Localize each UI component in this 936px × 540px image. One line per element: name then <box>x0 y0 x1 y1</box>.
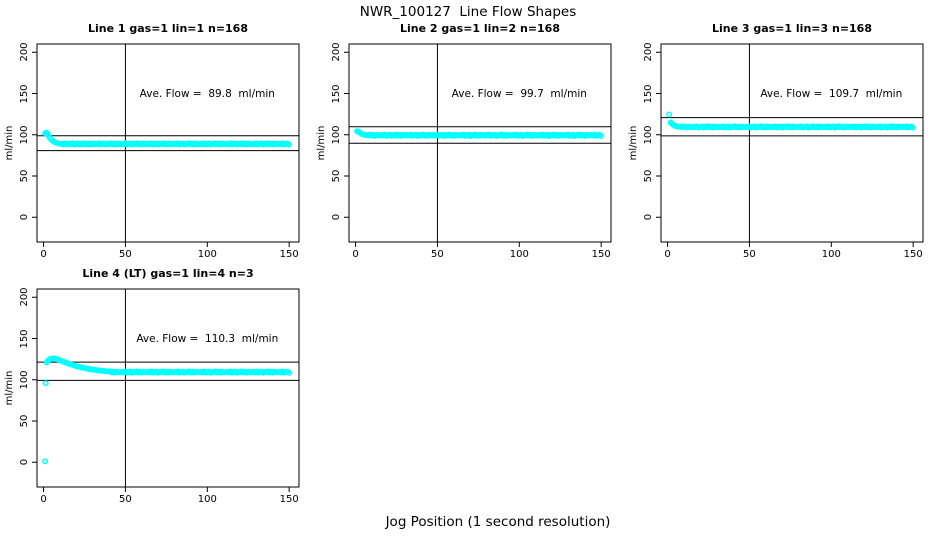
panel-line-1: 0 50 100 150 0 50 100 150 200 Line 1 gas=1 lin=1 … <box>0 20 312 265</box>
y-tick-label: 200 <box>643 42 654 62</box>
x-tick-label: 0 <box>664 249 671 260</box>
x-tick-label: 150 <box>279 494 299 505</box>
y-tick-label: 50 <box>331 169 342 183</box>
x-tick-label: 0 <box>352 249 359 260</box>
plot-box <box>36 288 300 488</box>
plot-area <box>344 43 612 247</box>
y-tick-label: 150 <box>643 83 654 104</box>
ylabel-ml-min: ml/min <box>628 125 639 161</box>
y-tick-label: 50 <box>19 414 30 428</box>
y-tick-label: 150 <box>331 83 342 104</box>
x-tick-label: 150 <box>279 249 299 260</box>
x-tick-label: 50 <box>119 249 132 260</box>
x-tick-label: 150 <box>903 249 923 260</box>
plot-area <box>32 288 300 492</box>
plot-area <box>32 43 300 247</box>
y-tick-label: 150 <box>19 328 30 349</box>
y-tick-label: 150 <box>19 83 30 104</box>
y-tick-label: 50 <box>643 169 654 183</box>
x-tick-label: 50 <box>431 249 444 260</box>
x-tick-label: 100 <box>197 249 217 260</box>
panel-line-4: 0 50 100 150 0 50 100 150 200 Line 4 (LT) gas=1 l… <box>0 265 312 510</box>
plot-box <box>348 43 612 243</box>
y-tick-label: 200 <box>19 42 30 62</box>
data-point <box>666 111 673 118</box>
y-tick-label: 50 <box>19 169 30 183</box>
y-tick-label: 0 <box>331 214 342 221</box>
figure-title: NWR_100127 Line Flow Shapes <box>359 4 577 20</box>
y-tick-label: 0 <box>643 214 654 221</box>
ylabel-ml-min: ml/min <box>316 125 327 161</box>
annotation-ave-flow: Ave. Flow = 89.8 ml/min <box>139 87 275 100</box>
panel-title: Line 1 gas=1 lin=1 n=168 <box>87 22 248 35</box>
data-point <box>42 380 49 387</box>
ylabel-ml-min: ml/min <box>4 125 15 161</box>
plot-area <box>656 43 924 247</box>
panel-line-3: 0 50 100 150 0 50 100 150 200 Line 3 gas=1 lin=3 … <box>624 20 936 265</box>
panel-title: Line 4 (LT) gas=1 lin=4 n=3 <box>82 267 254 280</box>
x-tick-label: 0 <box>40 249 47 260</box>
x-tick-label: 100 <box>197 494 217 505</box>
data-points <box>42 355 293 465</box>
data-point <box>598 133 605 139</box>
data-point <box>286 369 293 376</box>
y-tick-label: 100 <box>643 125 654 145</box>
y-tick-label: 0 <box>19 214 30 221</box>
x-tick-label: 50 <box>119 494 132 505</box>
x-tick-label: 150 <box>591 249 611 260</box>
annotation-ave-flow: Ave. Flow = 109.7 ml/min <box>760 87 903 100</box>
y-tick-label: 200 <box>331 42 342 62</box>
y-tick-label: 200 <box>19 287 30 307</box>
x-tick-label: 100 <box>821 249 841 260</box>
data-points <box>42 129 293 148</box>
y-tick-label: 0 <box>19 459 30 466</box>
plot-box <box>660 43 924 243</box>
data-point <box>42 458 49 465</box>
x-tick-label: 0 <box>40 494 47 505</box>
data-point <box>910 124 917 131</box>
data-point <box>286 141 293 148</box>
x-tick-label: 50 <box>743 249 756 260</box>
panel-line-2: 0 50 100 150 0 50 100 150 200 Line 2 gas=1 lin=2 … <box>312 20 624 265</box>
x-tick-label: 100 <box>509 249 529 260</box>
annotation-ave-flow: Ave. Flow = 110.3 ml/min <box>136 332 279 345</box>
panel-title: Line 3 gas=1 lin=3 n=168 <box>711 22 872 35</box>
data-points <box>354 128 605 139</box>
y-tick-label: 100 <box>331 125 342 145</box>
plot-box <box>36 43 300 243</box>
y-tick-label: 100 <box>19 125 30 145</box>
x-axis-label: Jog Position (1 second resolution) <box>385 514 611 530</box>
annotation-ave-flow: Ave. Flow = 99.7 ml/min <box>451 87 587 100</box>
data-points <box>666 111 917 131</box>
panel-title: Line 2 gas=1 lin=2 n=168 <box>399 22 560 35</box>
y-tick-label: 100 <box>19 370 30 390</box>
ylabel-ml-min: ml/min <box>4 370 15 406</box>
